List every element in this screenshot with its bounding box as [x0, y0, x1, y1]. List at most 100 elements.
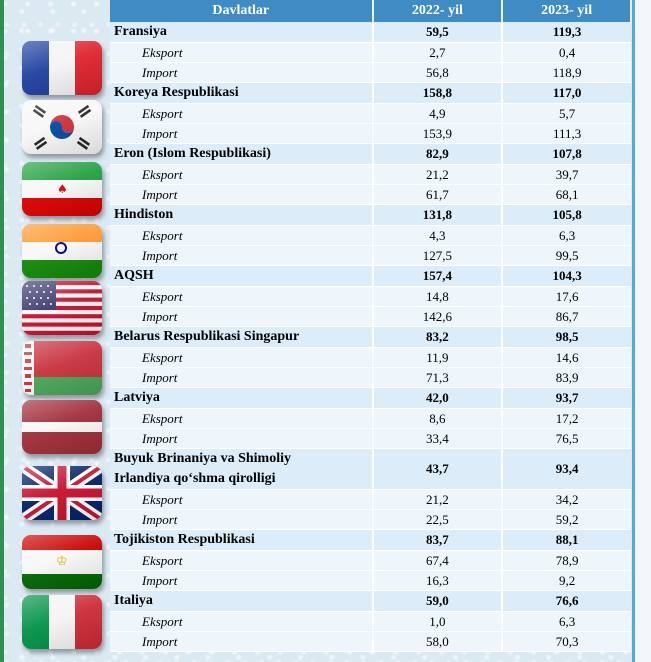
total-2022: 83,2	[371, 326, 503, 348]
row-label: Import	[110, 62, 373, 83]
value-2023: 0,4	[501, 42, 631, 63]
row-label: Import	[110, 306, 373, 327]
export-row: Eksport 67,4 78,9	[110, 550, 631, 571]
value-2023: 86,7	[501, 306, 631, 327]
value-2022: 71,3	[371, 367, 503, 388]
trade-table: Davlatlar 2022- yil 2023- yil Fransiya 5…	[110, 0, 632, 652]
total-2022: 131,8	[371, 204, 503, 226]
export-row: Eksport 21,2 34,2	[110, 489, 631, 510]
value-2023: 34,2	[501, 489, 631, 510]
value-2023: 68,1	[501, 184, 631, 205]
row-label: Eksport	[110, 42, 373, 63]
total-2023: 105,8	[501, 204, 631, 226]
value-2022: 22,5	[371, 509, 503, 530]
value-2023: 99,5	[501, 245, 631, 266]
import-row: Import 71,3 83,9	[110, 367, 631, 388]
latvia-flag-icon	[22, 400, 102, 454]
import-row: Import 58,0 70,3	[110, 631, 631, 652]
india-flag-icon	[22, 224, 102, 278]
value-2022: 11,9	[371, 347, 503, 368]
total-2023: 117,0	[501, 82, 631, 104]
france-flag-icon	[22, 41, 102, 95]
tajikistan-flag-icon: ♔	[22, 535, 102, 589]
import-row: Import 127,5 99,5	[110, 245, 631, 266]
country-row: Italiya 59,0 76,6	[110, 590, 631, 612]
row-label: Eksport	[110, 286, 373, 307]
row-label: Eksport	[110, 103, 373, 124]
country-row: Tojikiston Respublikasi 83,7 88,1	[110, 529, 631, 551]
total-2023: 107,8	[501, 143, 631, 165]
value-2022: 58,0	[371, 631, 503, 652]
total-2022: 42,0	[371, 387, 503, 409]
country-name: Belarus Respublikasi Singapur	[110, 326, 373, 348]
value-2022: 4,9	[371, 103, 503, 124]
import-row: Import 33,4 76,5	[110, 428, 631, 449]
value-2023: 111,3	[501, 123, 631, 144]
row-label: Import	[110, 123, 373, 144]
export-row: Eksport 1,0 6,3	[110, 611, 631, 632]
row-label: Import	[110, 631, 373, 652]
value-2022: 67,4	[371, 550, 503, 571]
country-row: Eron (Islom Respublikasi) 82,9 107,8	[110, 143, 631, 165]
country-name: Latviya	[110, 387, 373, 409]
country-name: Eron (Islom Respublikasi)	[110, 143, 373, 165]
south-korea-flag-icon	[22, 100, 102, 154]
total-2023: 76,6	[501, 590, 631, 612]
uk-flag-icon	[22, 466, 102, 520]
total-2023: 119,3	[501, 22, 631, 43]
value-2022: 2,7	[371, 42, 503, 63]
total-2023: 98,5	[501, 326, 631, 348]
value-2023: 6,3	[501, 611, 631, 632]
row-label: Import	[110, 245, 373, 266]
value-2022: 56,8	[371, 62, 503, 83]
row-label: Eksport	[110, 225, 373, 246]
export-row: Eksport 2,7 0,4	[110, 42, 631, 63]
left-accent-bar	[0, 0, 4, 662]
row-label: Eksport	[110, 489, 373, 510]
country-row: Fransiya 59,5 119,3	[110, 22, 631, 43]
country-name-line-1: Buyuk Brinaniya va Shimoliy	[114, 451, 292, 466]
value-2023: 76,5	[501, 428, 631, 449]
header-countries: Davlatlar	[110, 0, 374, 22]
value-2022: 127,5	[371, 245, 503, 266]
export-row: Eksport 8,6 17,2	[110, 408, 631, 429]
value-2022: 1,0	[371, 611, 503, 632]
value-2023: 14,6	[501, 347, 631, 368]
row-label: Eksport	[110, 550, 373, 571]
import-row: Import 142,6 86,7	[110, 306, 631, 327]
export-row: Eksport 14,8 17,6	[110, 286, 631, 307]
iran-flag-icon: ♠	[22, 162, 102, 216]
value-2023: 9,2	[501, 570, 631, 591]
value-2023: 70,3	[501, 631, 631, 652]
country-row: Latviya 42,0 93,7	[110, 387, 631, 409]
value-2023: 78,9	[501, 550, 631, 571]
row-label: Import	[110, 509, 373, 530]
table-header-row: Davlatlar 2022- yil 2023- yil	[110, 0, 632, 22]
row-label: Eksport	[110, 347, 373, 368]
row-label: Import	[110, 570, 373, 591]
total-2022: 59,5	[371, 22, 503, 43]
export-row: Eksport 4,9 5,7	[110, 103, 631, 124]
import-row: Import 56,8 118,9	[110, 62, 631, 83]
total-2023: 88,1	[501, 529, 631, 551]
total-2022: 83,7	[371, 529, 503, 551]
value-2022: 4,3	[371, 225, 503, 246]
country-row: Buyuk Brinaniya va Shimoliy Irlandiya qo…	[110, 448, 631, 490]
total-2022: 157,4	[371, 265, 503, 287]
country-name: Koreya Respublikasi	[110, 82, 373, 104]
value-2022: 61,7	[371, 184, 503, 205]
total-2023: 93,4	[501, 448, 631, 490]
value-2022: 8,6	[371, 408, 503, 429]
country-name-line-2: Irlandiya qo‘shma qirolligi	[114, 471, 276, 486]
right-border	[632, 0, 635, 662]
total-2023: 93,7	[501, 387, 631, 409]
country-row: AQSH 157,4 104,3	[110, 265, 631, 287]
value-2022: 142,6	[371, 306, 503, 327]
header-year-2022: 2022- yil	[372, 0, 504, 22]
row-label: Eksport	[110, 611, 373, 632]
value-2023: 17,2	[501, 408, 631, 429]
value-2023: 118,9	[501, 62, 631, 83]
value-2023: 17,6	[501, 286, 631, 307]
value-2023: 5,7	[501, 103, 631, 124]
export-row: Eksport 21,2 39,7	[110, 164, 631, 185]
